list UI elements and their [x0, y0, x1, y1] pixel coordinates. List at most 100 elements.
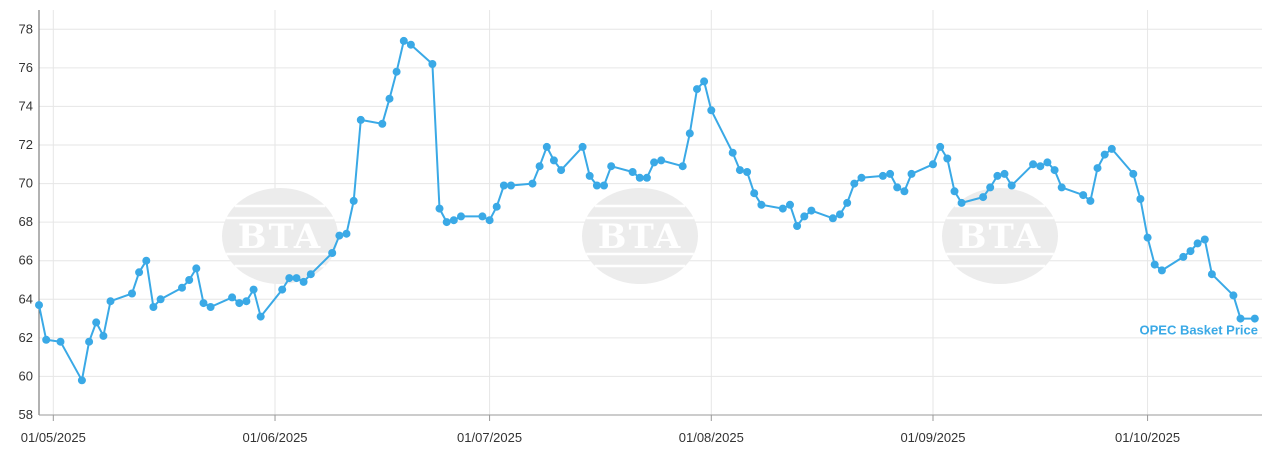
data-point [786, 200, 794, 209]
data-point [342, 229, 351, 238]
data-point [1100, 150, 1109, 159]
data-point [836, 210, 844, 219]
y-tick-label: 68 [19, 214, 33, 229]
data-point [1150, 260, 1159, 269]
watermark-globe [222, 188, 338, 284]
axes [38, 10, 1262, 416]
data-point [56, 337, 65, 346]
data-point [42, 335, 51, 344]
data-point [328, 249, 337, 257]
data-point [106, 297, 115, 306]
y-tick-label: 60 [19, 368, 33, 383]
data-point [986, 183, 995, 192]
data-point [435, 204, 444, 213]
data-point [1007, 181, 1016, 190]
data-point [1050, 166, 1059, 175]
data-point [1057, 183, 1066, 192]
data-point [1200, 235, 1209, 244]
data-point [600, 181, 608, 190]
data-point [979, 193, 988, 202]
data-point [793, 222, 802, 230]
data-point [1157, 266, 1166, 275]
data-point [678, 162, 687, 171]
data-point [192, 264, 201, 273]
watermark-text: BTA [598, 217, 683, 257]
data-point [399, 36, 408, 45]
data-point [349, 196, 358, 205]
y-tick-label: 66 [19, 253, 33, 268]
data-point [657, 156, 666, 165]
data-point [907, 169, 916, 178]
data-point [285, 274, 294, 283]
data-point [356, 115, 365, 124]
y-axis-ticks: 58 60 62 64 66 68 70 72 74 76 78 [19, 21, 33, 422]
data-point [449, 216, 458, 225]
data-point [728, 148, 737, 157]
data-point [535, 162, 544, 171]
watermark-globe [942, 188, 1058, 284]
data-point [528, 179, 537, 188]
data-point [1129, 169, 1138, 178]
data-point [156, 295, 165, 304]
data-point [592, 181, 601, 190]
data-point [77, 376, 86, 385]
watermark-text: BTA [958, 217, 1043, 257]
data-point [735, 166, 744, 175]
data-point [1143, 233, 1152, 242]
data-point [585, 171, 594, 180]
data-point [507, 181, 515, 190]
x-tick-label: 01/08/2025 [679, 430, 744, 445]
x-axis-ticks: 01/05/2025 01/06/2025 01/07/2025 01/08/2025… [21, 415, 1180, 445]
data-point [936, 142, 945, 151]
data-point [235, 299, 244, 308]
data-point [135, 268, 144, 277]
data-point [950, 187, 959, 196]
data-point [299, 277, 308, 286]
x-tick-label: 01/07/2025 [457, 430, 522, 445]
data-point [485, 216, 494, 225]
data-point [292, 274, 301, 283]
data-point [1236, 314, 1245, 323]
y-tick-label: 64 [19, 291, 33, 306]
y-tick-label: 70 [19, 176, 33, 191]
y-tick-label: 72 [19, 137, 33, 152]
data-point [306, 270, 315, 279]
data-point [1093, 164, 1102, 173]
data-point [700, 77, 709, 86]
y-tick-label: 76 [19, 60, 33, 75]
data-point [278, 285, 287, 294]
data-point [128, 289, 136, 298]
data-point [335, 231, 344, 240]
data-point [778, 204, 787, 213]
data-point [378, 119, 387, 128]
series-layer [35, 36, 1259, 385]
data-point [685, 129, 694, 138]
data-point [1136, 195, 1145, 203]
data-point [228, 293, 237, 302]
data-point [628, 168, 637, 176]
data-point [1186, 247, 1195, 256]
data-point [385, 94, 394, 103]
watermark-text: BTA [238, 217, 323, 257]
data-point [1086, 196, 1095, 205]
data-point [607, 162, 616, 171]
data-point [542, 142, 551, 151]
data-point [943, 154, 952, 163]
data-point [35, 301, 43, 310]
data-point [149, 303, 158, 311]
data-point [750, 189, 759, 198]
data-point [1229, 291, 1238, 300]
x-tick-label: 01/09/2025 [900, 430, 965, 445]
data-point [1179, 252, 1188, 261]
data-point [406, 40, 415, 49]
data-point [1207, 270, 1216, 279]
y-tick-label: 62 [19, 330, 33, 345]
data-point [757, 200, 766, 209]
data-point [249, 285, 258, 294]
series-label: OPEC Basket Price [1139, 323, 1258, 338]
watermark: BTA [942, 188, 1058, 284]
data-point [185, 276, 194, 284]
data-point [206, 303, 215, 311]
data-point [578, 142, 587, 151]
data-point [85, 337, 94, 346]
